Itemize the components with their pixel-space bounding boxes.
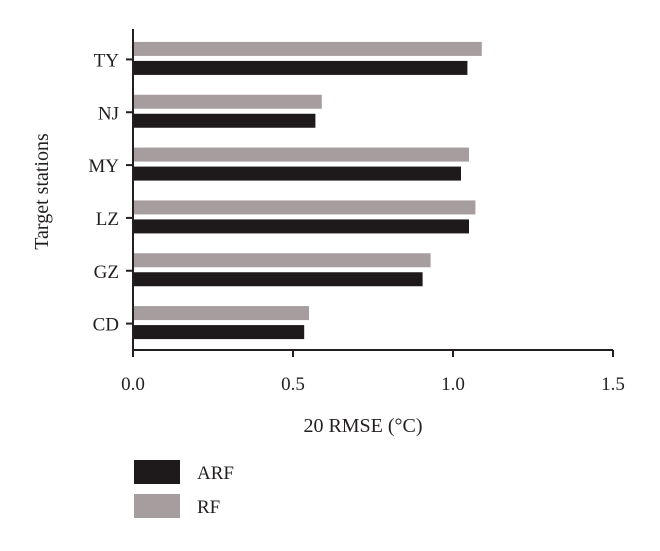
bar-rf-ty [133, 41, 482, 56]
y-axis-label: Target stations [31, 133, 53, 250]
axes-group [132, 29, 613, 351]
bar-arf-ty [133, 60, 468, 75]
y-tick-label-nj: NJ [98, 103, 119, 124]
legend-label-rf: RF [197, 497, 220, 518]
y-tick-label-gz: GZ [94, 262, 119, 283]
legend-swatch-rf [134, 494, 180, 518]
x-axis-label: 20 RMSE (°C) [303, 415, 422, 437]
legend-label-arf: ARF [197, 463, 234, 484]
x-ticks-group: 0.0 0.5 1.0 1.5 [121, 350, 625, 395]
bar-rf-nj [133, 94, 322, 109]
x-tick-label: 0.5 [281, 374, 305, 395]
y-tick-label-cd: CD [93, 315, 119, 336]
legend: ARF RF [134, 460, 234, 518]
x-tick-label: 1.5 [601, 374, 625, 395]
bar-arf-lz [133, 219, 469, 234]
x-tick-label: 1.0 [441, 374, 465, 395]
x-tick-label: 0.0 [121, 374, 145, 395]
bar-arf-nj [133, 113, 316, 128]
bar-arf-cd [133, 325, 305, 340]
y-tick-label-my: MY [88, 156, 119, 177]
bar-rf-cd [133, 306, 309, 321]
bar-rf-gz [133, 253, 431, 268]
bar-arf-my [133, 166, 461, 181]
bar-rf-lz [133, 200, 476, 215]
bar-rf-my [133, 147, 469, 162]
bar-arf-gz [133, 272, 423, 287]
y-tick-label-lz: LZ [96, 209, 119, 230]
y-tick-label-ty: TY [94, 50, 120, 71]
legend-swatch-arf [134, 460, 180, 484]
y-ticks-group: TY NJ MY LZ GZ CD [88, 50, 133, 336]
bars-group [133, 41, 482, 340]
